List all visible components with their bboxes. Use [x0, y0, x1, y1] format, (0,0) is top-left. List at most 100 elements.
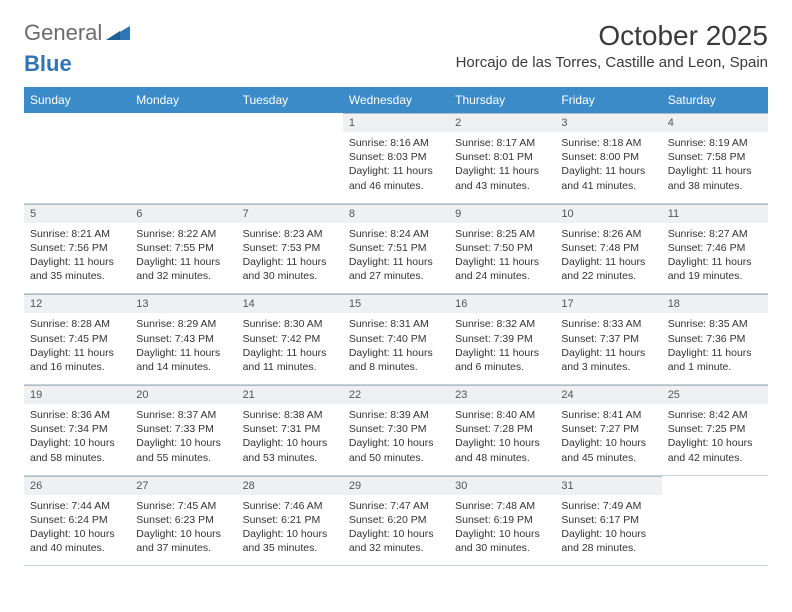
- daylight-line: Daylight: 11 hours and 27 minutes.: [349, 255, 443, 283]
- day-number: 13: [130, 294, 236, 313]
- sunset-line: Sunset: 6:19 PM: [455, 513, 549, 527]
- calendar-day-cell: 20Sunrise: 8:37 AMSunset: 7:33 PMDayligh…: [130, 385, 236, 476]
- daylight-line: Daylight: 11 hours and 1 minute.: [668, 346, 762, 374]
- calendar-week-row: 1Sunrise: 8:16 AMSunset: 8:03 PMDaylight…: [24, 113, 768, 203]
- sunrise-line: Sunrise: 8:28 AM: [30, 317, 124, 331]
- day-details: Sunrise: 7:46 AMSunset: 6:21 PMDaylight:…: [237, 495, 343, 566]
- calendar-day-cell: 30Sunrise: 7:48 AMSunset: 6:19 PMDayligh…: [449, 475, 555, 566]
- daylight-line: Daylight: 11 hours and 41 minutes.: [561, 164, 655, 192]
- sunset-line: Sunset: 7:46 PM: [668, 241, 762, 255]
- sunset-line: Sunset: 7:27 PM: [561, 422, 655, 436]
- daylight-line: Daylight: 11 hours and 38 minutes.: [668, 164, 762, 192]
- sunrise-line: Sunrise: 8:36 AM: [30, 408, 124, 422]
- calendar-day-cell: 4Sunrise: 8:19 AMSunset: 7:58 PMDaylight…: [662, 113, 768, 203]
- sunset-line: Sunset: 7:51 PM: [349, 241, 443, 255]
- sunrise-line: Sunrise: 8:21 AM: [30, 227, 124, 241]
- daylight-line: Daylight: 11 hours and 6 minutes.: [455, 346, 549, 374]
- daylight-line: Daylight: 10 hours and 58 minutes.: [30, 436, 124, 464]
- day-details: Sunrise: 8:27 AMSunset: 7:46 PMDaylight:…: [662, 223, 768, 294]
- sunset-line: Sunset: 6:20 PM: [349, 513, 443, 527]
- sunset-line: Sunset: 7:55 PM: [136, 241, 230, 255]
- sunset-line: Sunset: 7:39 PM: [455, 332, 549, 346]
- calendar-day-cell: 8Sunrise: 8:24 AMSunset: 7:51 PMDaylight…: [343, 203, 449, 294]
- daylight-line: Daylight: 10 hours and 28 minutes.: [561, 527, 655, 555]
- calendar-week-row: 26Sunrise: 7:44 AMSunset: 6:24 PMDayligh…: [24, 475, 768, 566]
- day-number: 21: [237, 385, 343, 404]
- calendar-day-cell: 18Sunrise: 8:35 AMSunset: 7:36 PMDayligh…: [662, 294, 768, 385]
- calendar-day-cell: 23Sunrise: 8:40 AMSunset: 7:28 PMDayligh…: [449, 385, 555, 476]
- sunrise-line: Sunrise: 8:38 AM: [243, 408, 337, 422]
- daylight-line: Daylight: 10 hours and 40 minutes.: [30, 527, 124, 555]
- day-details: Sunrise: 8:19 AMSunset: 7:58 PMDaylight:…: [662, 132, 768, 203]
- weekday-header: Sunday: [24, 87, 130, 113]
- day-number: 8: [343, 204, 449, 223]
- day-number: 22: [343, 385, 449, 404]
- day-details: Sunrise: 8:16 AMSunset: 8:03 PMDaylight:…: [343, 132, 449, 203]
- sunrise-line: Sunrise: 8:35 AM: [668, 317, 762, 331]
- day-details: Sunrise: 8:26 AMSunset: 7:48 PMDaylight:…: [555, 223, 661, 294]
- day-number: 31: [555, 476, 661, 495]
- day-details: Sunrise: 8:30 AMSunset: 7:42 PMDaylight:…: [237, 313, 343, 384]
- day-number: 2: [449, 113, 555, 132]
- day-details: Sunrise: 7:49 AMSunset: 6:17 PMDaylight:…: [555, 495, 661, 566]
- sunset-line: Sunset: 7:28 PM: [455, 422, 549, 436]
- daylight-line: Daylight: 10 hours and 45 minutes.: [561, 436, 655, 464]
- calendar-day-cell: 21Sunrise: 8:38 AMSunset: 7:31 PMDayligh…: [237, 385, 343, 476]
- daylight-line: Daylight: 10 hours and 55 minutes.: [136, 436, 230, 464]
- sunrise-line: Sunrise: 8:31 AM: [349, 317, 443, 331]
- sunrise-line: Sunrise: 8:25 AM: [455, 227, 549, 241]
- day-details: Sunrise: 8:18 AMSunset: 8:00 PMDaylight:…: [555, 132, 661, 203]
- calendar-day-cell: 25Sunrise: 8:42 AMSunset: 7:25 PMDayligh…: [662, 385, 768, 476]
- day-number: 1: [343, 113, 449, 132]
- calendar-day-cell: 26Sunrise: 7:44 AMSunset: 6:24 PMDayligh…: [24, 475, 130, 566]
- daylight-line: Daylight: 10 hours and 35 minutes.: [243, 527, 337, 555]
- sunset-line: Sunset: 7:43 PM: [136, 332, 230, 346]
- sunrise-line: Sunrise: 8:33 AM: [561, 317, 655, 331]
- month-title: October 2025: [456, 20, 768, 52]
- daylight-line: Daylight: 11 hours and 30 minutes.: [243, 255, 337, 283]
- day-details: Sunrise: 8:32 AMSunset: 7:39 PMDaylight:…: [449, 313, 555, 384]
- sunrise-line: Sunrise: 7:46 AM: [243, 499, 337, 513]
- daylight-line: Daylight: 11 hours and 46 minutes.: [349, 164, 443, 192]
- daylight-line: Daylight: 11 hours and 19 minutes.: [668, 255, 762, 283]
- daylight-line: Daylight: 11 hours and 43 minutes.: [455, 164, 549, 192]
- calendar-day-cell: 29Sunrise: 7:47 AMSunset: 6:20 PMDayligh…: [343, 475, 449, 566]
- day-details: Sunrise: 8:36 AMSunset: 7:34 PMDaylight:…: [24, 404, 130, 475]
- sunset-line: Sunset: 6:17 PM: [561, 513, 655, 527]
- sunset-line: Sunset: 7:36 PM: [668, 332, 762, 346]
- sunrise-line: Sunrise: 8:26 AM: [561, 227, 655, 241]
- day-details: Sunrise: 8:35 AMSunset: 7:36 PMDaylight:…: [662, 313, 768, 384]
- calendar-day-cell: 10Sunrise: 8:26 AMSunset: 7:48 PMDayligh…: [555, 203, 661, 294]
- calendar-day-cell: [24, 113, 130, 203]
- calendar-day-cell: 19Sunrise: 8:36 AMSunset: 7:34 PMDayligh…: [24, 385, 130, 476]
- sunrise-line: Sunrise: 8:30 AM: [243, 317, 337, 331]
- day-number: 12: [24, 294, 130, 313]
- day-number: 20: [130, 385, 236, 404]
- sunrise-line: Sunrise: 8:18 AM: [561, 136, 655, 150]
- title-block: October 2025 Horcajo de las Torres, Cast…: [456, 20, 768, 71]
- day-number: 19: [24, 385, 130, 404]
- sunrise-line: Sunrise: 8:23 AM: [243, 227, 337, 241]
- daylight-line: Daylight: 10 hours and 30 minutes.: [455, 527, 549, 555]
- day-number: 5: [24, 204, 130, 223]
- day-details: Sunrise: 8:38 AMSunset: 7:31 PMDaylight:…: [237, 404, 343, 475]
- sunrise-line: Sunrise: 7:47 AM: [349, 499, 443, 513]
- day-number: 25: [662, 385, 768, 404]
- sunrise-line: Sunrise: 7:49 AM: [561, 499, 655, 513]
- sunset-line: Sunset: 8:00 PM: [561, 150, 655, 164]
- daylight-line: Daylight: 10 hours and 53 minutes.: [243, 436, 337, 464]
- day-details: Sunrise: 8:41 AMSunset: 7:27 PMDaylight:…: [555, 404, 661, 475]
- day-details: Sunrise: 8:21 AMSunset: 7:56 PMDaylight:…: [24, 223, 130, 294]
- day-number: 28: [237, 476, 343, 495]
- day-details: Sunrise: 8:23 AMSunset: 7:53 PMDaylight:…: [237, 223, 343, 294]
- weekday-header: Friday: [555, 87, 661, 113]
- day-details: Sunrise: 8:37 AMSunset: 7:33 PMDaylight:…: [130, 404, 236, 475]
- calendar-day-cell: 6Sunrise: 8:22 AMSunset: 7:55 PMDaylight…: [130, 203, 236, 294]
- daylight-line: Daylight: 11 hours and 22 minutes.: [561, 255, 655, 283]
- weekday-header: Wednesday: [343, 87, 449, 113]
- calendar-day-cell: 11Sunrise: 8:27 AMSunset: 7:46 PMDayligh…: [662, 203, 768, 294]
- calendar-day-cell: 2Sunrise: 8:17 AMSunset: 8:01 PMDaylight…: [449, 113, 555, 203]
- sunrise-line: Sunrise: 7:45 AM: [136, 499, 230, 513]
- sunset-line: Sunset: 7:25 PM: [668, 422, 762, 436]
- day-number: 17: [555, 294, 661, 313]
